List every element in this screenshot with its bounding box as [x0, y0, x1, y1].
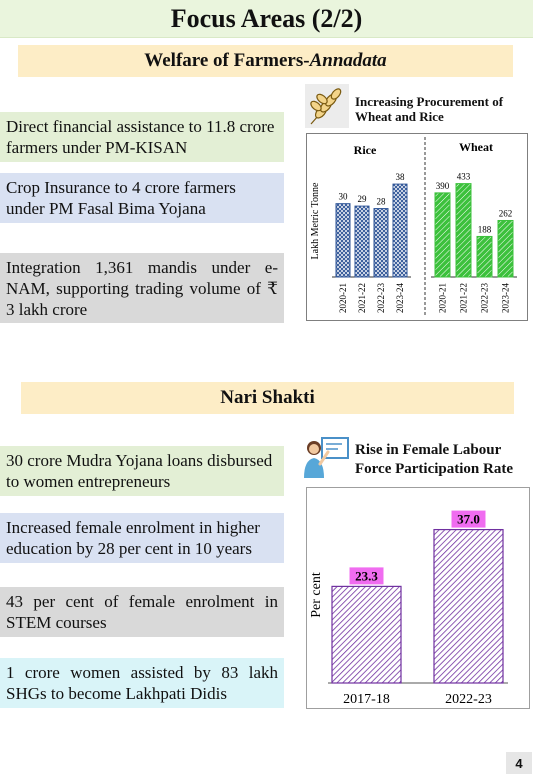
rice-category-label: 2021-22	[357, 283, 367, 313]
flfpr-value-label-bg	[451, 510, 486, 528]
rice-value-label: 29	[358, 194, 368, 204]
wheat-value-label: 188	[478, 224, 492, 234]
flfpr-category-label: 2022-23	[445, 692, 492, 707]
nari-item-mudra: 30 crore Mudra Yojana loans disbursed to…	[0, 446, 284, 496]
wheat-bar	[455, 183, 472, 278]
woman-presenter-icon	[304, 437, 349, 478]
farmers-heading-italic: Annadata	[309, 50, 387, 71]
farmers-item-enam: Integration 1,361 mandis under e-NAM, su…	[0, 253, 284, 323]
wheat-category-label: 2020-21	[438, 283, 448, 313]
flfpr-chart-title: Rise in Female Labour Force Participatio…	[355, 442, 514, 477]
rice-panel-title: Rice	[354, 143, 377, 157]
wheat-category-label: 2021-22	[459, 283, 469, 313]
procurement-chart-title: Increasing Procurement of Wheat and Rice	[355, 94, 504, 124]
wheat-category-label: 2022-23	[480, 283, 490, 313]
rice-value-label: 30	[339, 192, 349, 202]
flfpr-category-label: 2017-18	[343, 692, 390, 707]
nari-item-stem: 43 per cent of female enrolment in STEM …	[0, 587, 284, 637]
nari-item-higher-education: Increased female enrolment in higher edu…	[0, 513, 284, 563]
rice-value-label: 38	[396, 172, 406, 182]
flfpr-value-label-bg	[349, 567, 384, 585]
wheat-panel-title: Wheat	[459, 140, 493, 154]
nari-item-lakhpati-didis: 1 crore women assisted by 83 lakh SHGs t…	[0, 658, 284, 708]
wheat-category-label: 2023-24	[501, 283, 511, 313]
page-title: Focus Areas (2/2)	[0, 0, 533, 38]
farmers-heading-main: Welfare of Farmers-	[144, 50, 310, 71]
rice-bar	[335, 203, 351, 278]
page-number: 4	[506, 752, 532, 774]
wheat-bar	[476, 235, 493, 278]
farmers-item-crop-insurance: Crop Insurance to 4 crore farmers under …	[0, 173, 284, 223]
rice-bar	[392, 183, 408, 278]
flfpr-y-axis-label: Per cent	[309, 572, 324, 618]
procurement-chart: Lakh Metric Tonne Rice Wheat 30 2020-21 29…	[306, 133, 528, 321]
wheat-bar	[497, 219, 514, 278]
wheat-icon	[305, 84, 349, 128]
flfpr-value-label: 23.3	[355, 568, 378, 583]
wheat-value-label: 433	[457, 172, 471, 182]
flfpr-chart: Per cent 23.3 2017-18 37.0 2022-23	[306, 487, 530, 709]
wheat-bar	[434, 192, 451, 278]
rice-bar	[373, 208, 389, 278]
farmers-section-heading: Welfare of Farmers- Annadata	[18, 45, 513, 77]
flfpr-value-label: 37.0	[457, 512, 480, 527]
rice-value-label: 28	[377, 197, 387, 207]
rice-category-label: 2022-23	[376, 283, 386, 313]
farmers-item-pm-kisan: Direct financial assistance to 11.8 cror…	[0, 112, 284, 162]
nari-section-heading: Nari Shakti	[21, 382, 514, 414]
rice-category-label: 2023-24	[395, 283, 405, 313]
flfpr-bar	[331, 585, 402, 684]
procurement-y-axis-label: Lakh Metric Tonne	[310, 182, 321, 259]
wheat-value-label: 390	[436, 181, 450, 191]
wheat-value-label: 262	[499, 208, 513, 218]
rice-category-label: 2020-21	[338, 283, 348, 313]
flfpr-bar	[433, 528, 504, 684]
rice-bar	[354, 205, 370, 278]
